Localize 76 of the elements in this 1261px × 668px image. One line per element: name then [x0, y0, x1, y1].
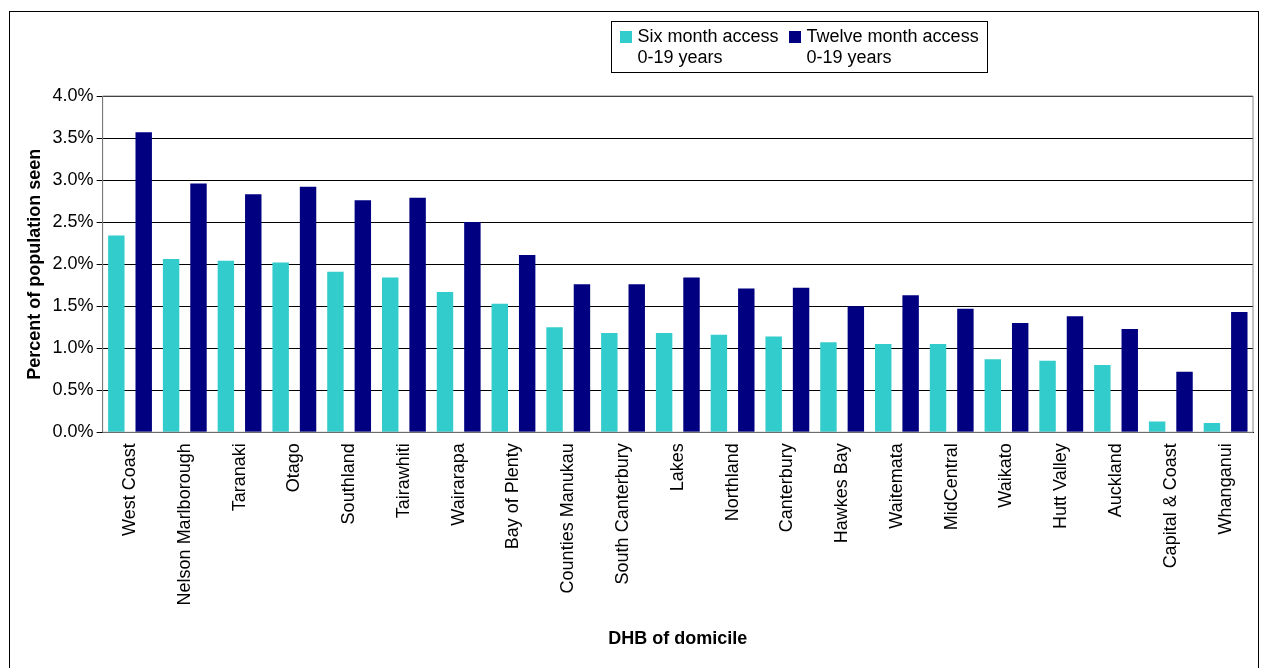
bar — [765, 336, 782, 432]
bar — [546, 327, 563, 432]
y-tick-label: 4.0% — [52, 84, 94, 105]
x-tick-label: Capital & Coast — [1159, 443, 1180, 569]
x-tick-label: Hawkes Bay — [831, 443, 852, 544]
bar — [902, 295, 919, 432]
x-tick-label: Northland — [721, 443, 742, 522]
bar — [1148, 421, 1166, 432]
bar — [436, 291, 454, 432]
bar — [655, 333, 673, 432]
y-tick-label: 2.0% — [52, 253, 94, 274]
bar — [847, 306, 865, 432]
y-tick-label: 0.5% — [52, 379, 94, 400]
y-tick-label: 3.0% — [52, 169, 94, 190]
bar — [382, 277, 399, 432]
bar — [299, 186, 317, 432]
x-tick-label: Whanganui — [1214, 443, 1235, 535]
y-tick-label: 2.5% — [52, 211, 94, 232]
x-tick-label: Tairawhiti — [392, 443, 413, 519]
x-tick-label: Southland — [338, 443, 359, 525]
bar — [1231, 312, 1248, 432]
legend-label: Twelve month access 0-19 years — [806, 26, 979, 68]
x-tick-label: South Canterbury — [612, 443, 632, 585]
bar — [491, 303, 508, 432]
x-tick-label: West Coast — [118, 443, 139, 537]
bar — [464, 222, 481, 432]
bar — [354, 200, 372, 432]
bar — [710, 334, 728, 432]
bar — [929, 344, 947, 432]
bar — [108, 235, 125, 432]
x-tick-label: Waitemata — [885, 442, 906, 529]
x-tick-label: Nelson Marlborough — [173, 443, 194, 606]
bar — [272, 262, 289, 432]
x-tick-label: Taranaki — [228, 443, 249, 512]
bar — [683, 277, 700, 432]
bar — [628, 284, 645, 432]
bar — [1039, 360, 1056, 432]
y-tick-label: 1.0% — [52, 337, 94, 358]
bar — [573, 284, 591, 432]
y-tick-label: 3.5% — [52, 127, 94, 148]
x-tick-label: Lakes — [666, 443, 687, 492]
bar — [409, 197, 426, 432]
bar — [738, 288, 755, 432]
x-tick-label: Bay of Plenty — [502, 443, 523, 550]
bar — [135, 132, 152, 432]
bar — [1121, 328, 1138, 432]
bar — [601, 333, 618, 432]
x-tick-label: Wairarapa — [447, 442, 468, 526]
bar — [792, 287, 810, 432]
bar — [1203, 423, 1221, 432]
bar — [217, 260, 235, 432]
bar — [1066, 316, 1084, 432]
legend-label: Six month access 0-19 years — [637, 26, 779, 68]
bar — [162, 259, 180, 432]
bar — [518, 254, 536, 432]
y-tick-label: 0.0% — [52, 421, 94, 442]
bar — [327, 271, 344, 432]
bar — [875, 344, 892, 432]
x-axis-title: DHB of domicile — [608, 628, 748, 649]
x-tick-label: Auckland — [1105, 443, 1126, 518]
bar — [245, 194, 262, 432]
bar — [1176, 371, 1193, 432]
x-tick-label: Canterbury — [776, 443, 797, 533]
bar — [190, 183, 207, 432]
bar — [1094, 365, 1111, 432]
bar — [1011, 323, 1029, 432]
bar — [957, 308, 974, 432]
x-tick-label: Otago — [283, 443, 304, 493]
x-tick-label: Waikato — [995, 443, 1016, 508]
bar — [984, 359, 1002, 432]
y-tick-label: 1.5% — [52, 295, 94, 316]
x-tick-label: Hutt Valley — [1050, 443, 1071, 530]
bar — [820, 342, 837, 432]
x-tick-label: MidCentral — [940, 443, 961, 531]
y-axis-title: Percent of population seen — [23, 148, 44, 380]
x-tick-label: Counties Manukau — [557, 443, 578, 594]
